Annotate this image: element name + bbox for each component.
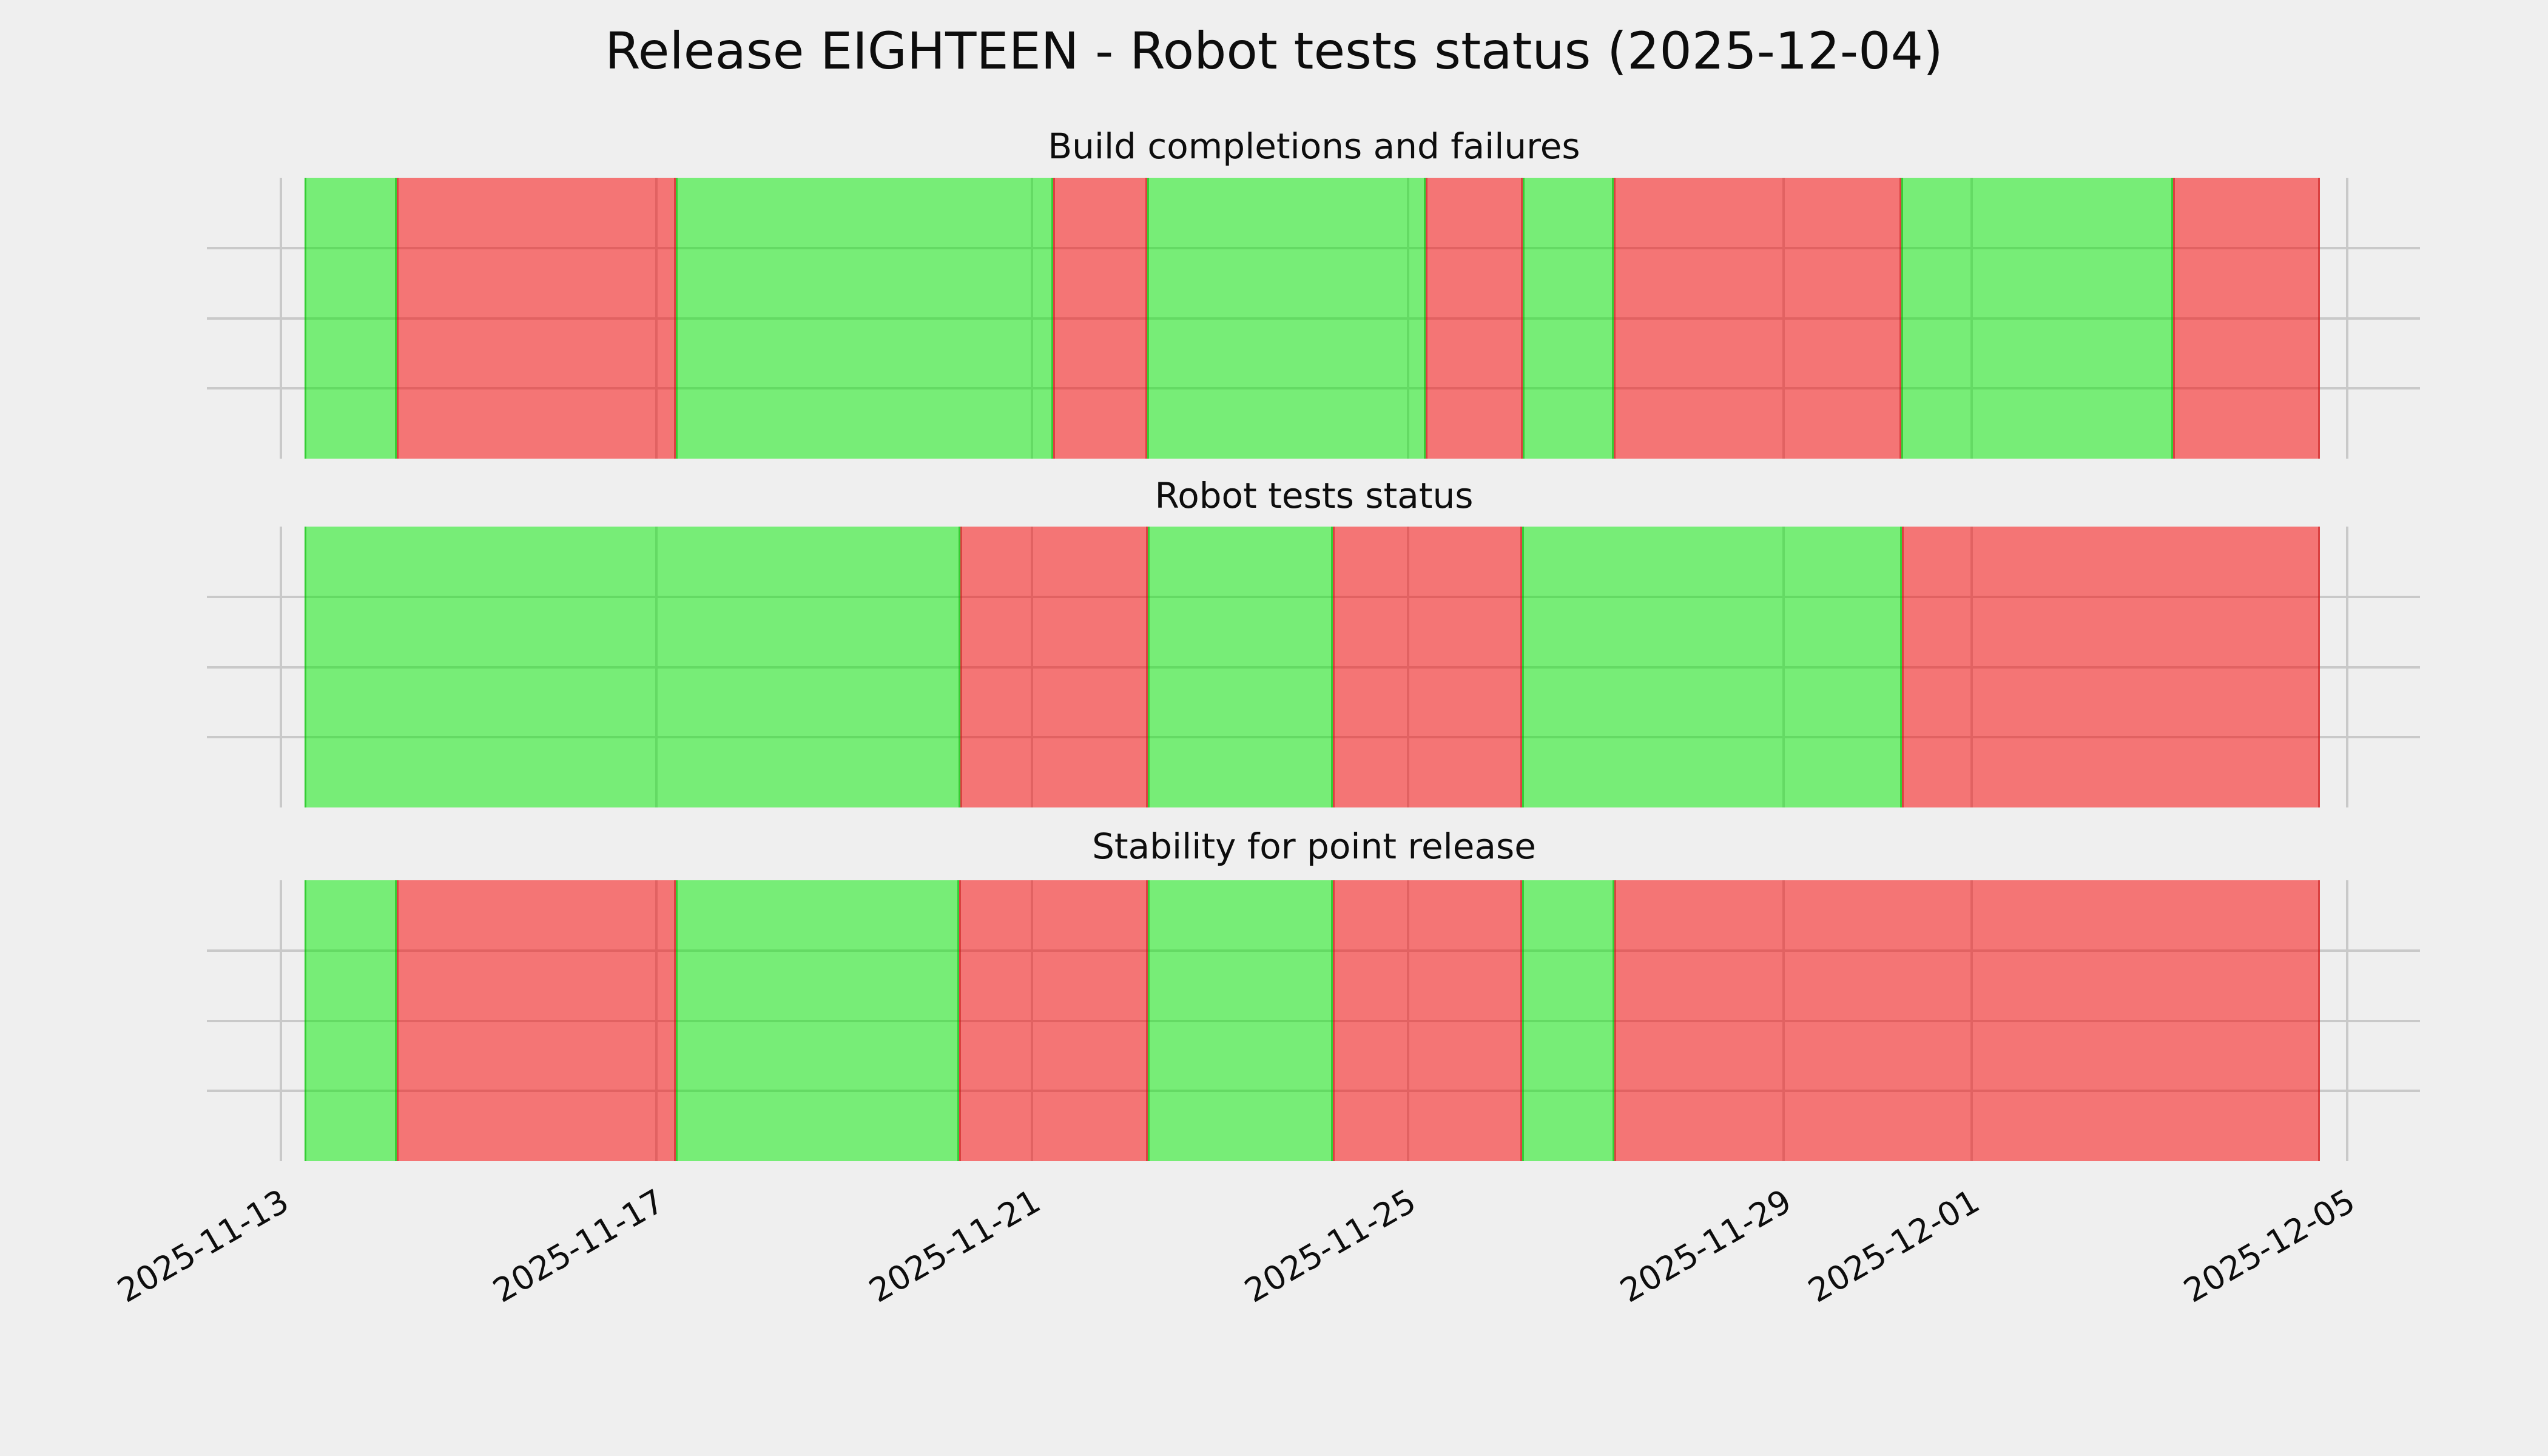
- panel-title-build-completions: Build completions and failures: [1048, 126, 1580, 167]
- status-segment-success: [1148, 527, 1333, 807]
- status-segment-failure: [1613, 178, 1901, 459]
- panel-plot-stability: [207, 880, 2420, 1161]
- panel-plot-robot-tests: [207, 527, 2420, 807]
- status-segment-failure: [1425, 178, 1523, 459]
- x-tick-label: 2025-11-13: [111, 1182, 295, 1310]
- x-tick-label: 2025-11-25: [1238, 1182, 1423, 1310]
- status-segment-success: [1523, 178, 1614, 459]
- status-segment-failure: [1053, 178, 1148, 459]
- x-gridline: [280, 880, 282, 1161]
- panel-title-robot-tests: Robot tests status: [1154, 475, 1474, 516]
- status-segment-failure: [397, 178, 676, 459]
- panel-plot-build-completions: [207, 178, 2420, 459]
- figure-title: Release EIGHTEEN - Robot tests status (2…: [605, 21, 1943, 81]
- x-gridline: [2346, 527, 2348, 807]
- status-segment-failure: [959, 880, 1148, 1161]
- x-gridline: [2346, 880, 2348, 1161]
- status-segment-failure: [397, 880, 676, 1161]
- status-segment-failure: [1902, 527, 2320, 807]
- status-segment-failure: [1332, 880, 1522, 1161]
- status-segment-success: [1148, 880, 1333, 1161]
- panel-title-stability: Stability for point release: [1092, 826, 1536, 867]
- x-tick-label: 2025-11-29: [1614, 1182, 1798, 1310]
- x-tick-label: 2025-11-21: [862, 1182, 1046, 1310]
- x-gridline: [2346, 178, 2348, 459]
- status-segment-success: [675, 880, 959, 1161]
- status-segment-success: [305, 880, 397, 1161]
- status-segment-success: [1147, 178, 1426, 459]
- status-segment-success: [305, 178, 397, 459]
- status-segment-failure: [1332, 527, 1522, 807]
- status-segment-success: [1522, 527, 1902, 807]
- x-tick-label: 2025-12-01: [1802, 1182, 1986, 1310]
- status-segment-failure: [960, 527, 1148, 807]
- status-segment-success: [1522, 880, 1614, 1161]
- x-tick-label: 2025-12-05: [2177, 1182, 2362, 1310]
- status-segment-success: [1901, 178, 2173, 459]
- status-segment-success: [305, 527, 960, 807]
- x-tick-label: 2025-11-17: [487, 1182, 671, 1310]
- x-gridline: [280, 527, 282, 807]
- status-segment-failure: [1614, 880, 2320, 1161]
- x-gridline: [280, 178, 282, 459]
- status-segment-success: [675, 178, 1054, 459]
- status-segment-failure: [2172, 178, 2320, 459]
